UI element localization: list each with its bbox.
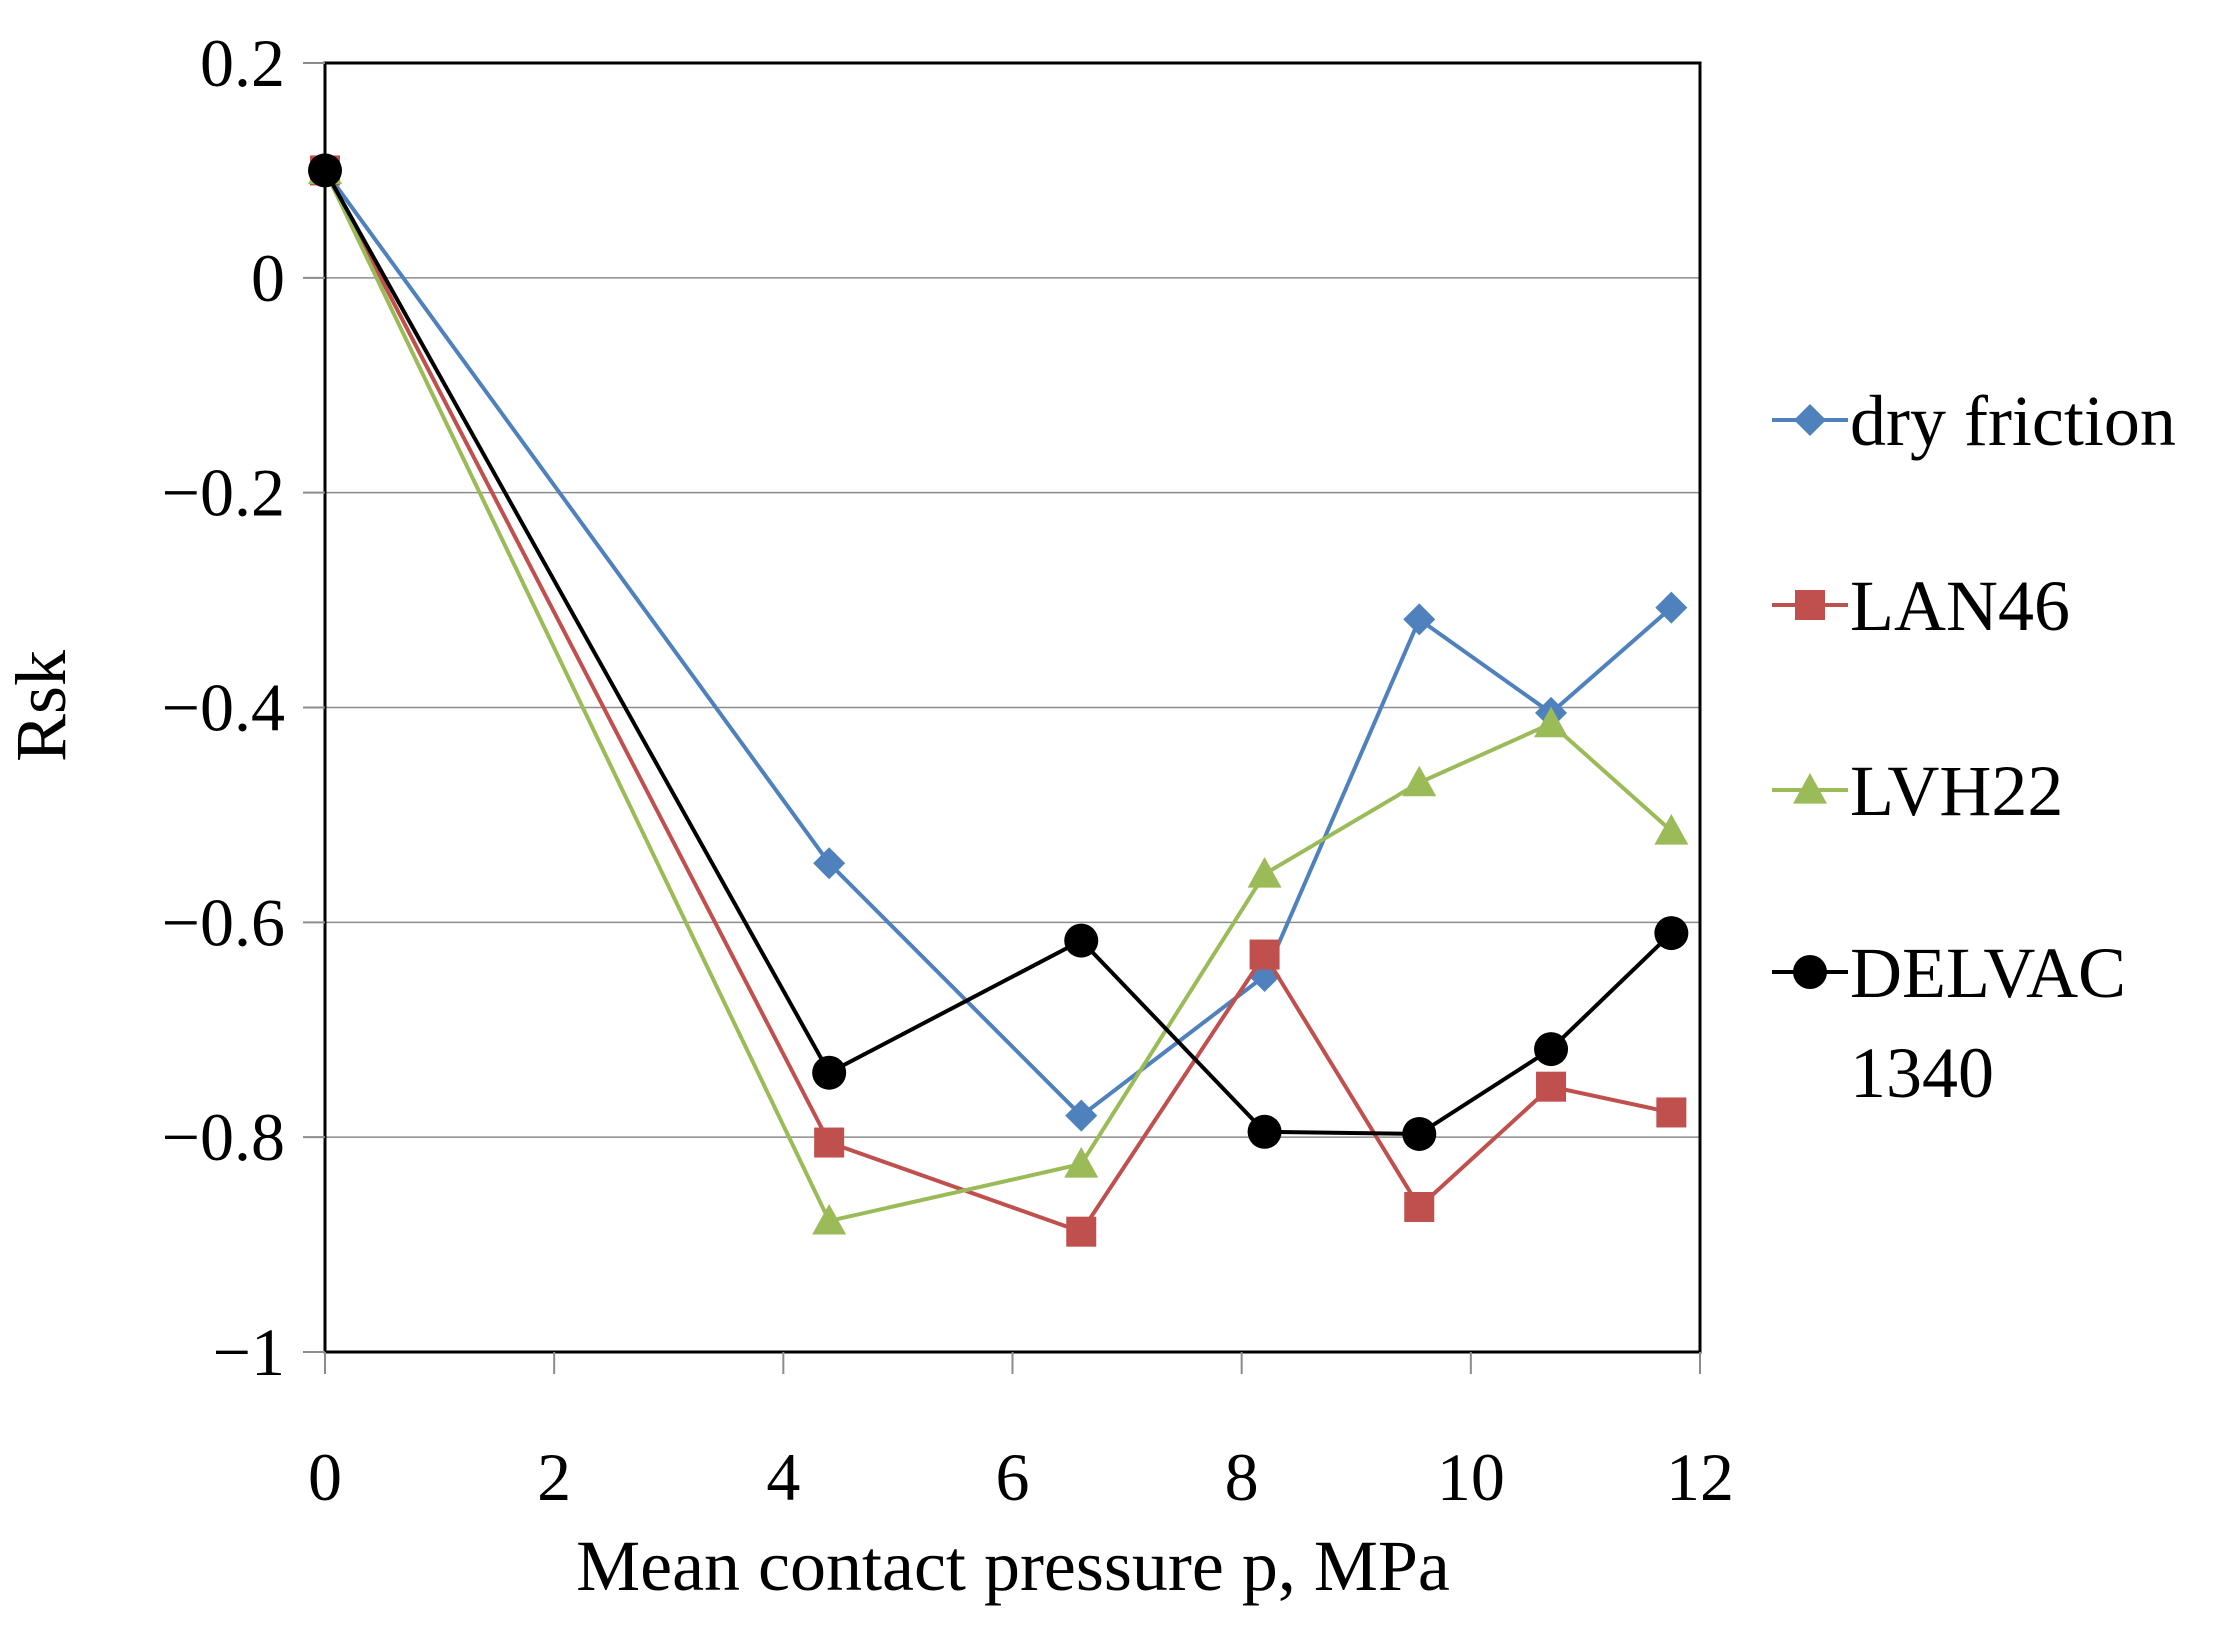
- x-tick-labels: 0 2 4 6 8 10 12: [308, 1439, 1734, 1515]
- gridlines: [325, 277, 1700, 1138]
- data-point-s3-p1: [812, 1055, 847, 1090]
- x-tick-label-5: 10: [1437, 1439, 1505, 1515]
- data-point-s3-p6: [1654, 916, 1689, 951]
- legend-entry-3: DELVAC 1340: [1772, 933, 2126, 1113]
- y-tick-label-2: −0.2: [162, 455, 285, 531]
- series-line-3: [323, 169, 1673, 1136]
- x-tick-label-1: 2: [537, 1439, 571, 1515]
- x-tick-label-2: 4: [766, 1439, 800, 1515]
- series-line-0: [323, 169, 1673, 1119]
- y-tick-label-6: −1: [213, 1314, 285, 1390]
- data-point-s1-p2: [1066, 1216, 1097, 1247]
- data-point-s2-p4: [1402, 765, 1437, 797]
- data-point-s1-p6: [1656, 1097, 1687, 1128]
- data-point-s2-p1: [812, 1203, 847, 1235]
- data-point-s0-p6: [1655, 591, 1688, 624]
- x-tick-label-4: 8: [1225, 1439, 1259, 1515]
- legend-marker-0: [1794, 404, 1826, 436]
- legend-label-3-line-0: DELVAC: [1850, 933, 2126, 1013]
- x-tick-label-6: 12: [1666, 1439, 1734, 1515]
- legend-entry-0: dry friction: [1772, 381, 2176, 461]
- data-point-s1-p1: [814, 1127, 845, 1158]
- data-point-s3-p0: [308, 153, 342, 188]
- data-point-s1-p3: [1249, 939, 1280, 970]
- data-point-s1-p5: [1536, 1071, 1567, 1102]
- data-point-s2-p2: [1064, 1147, 1099, 1178]
- legend: dry friction LAN46 LVH22 DELVAC 1340: [1772, 381, 2176, 1113]
- legend-marker-1: [1795, 590, 1825, 620]
- data-point-s0-p2: [1065, 1099, 1098, 1132]
- y-tick-label-0: 0.2: [200, 25, 285, 101]
- legend-label-2: LVH22: [1850, 751, 2063, 831]
- legend-label-1: LAN46: [1850, 566, 2070, 646]
- series-line-2: [323, 169, 1673, 1224]
- y-tick-labels: 0.2 0 −0.2 −0.4 −0.6 −0.8 −1: [162, 25, 285, 1390]
- series-triangle: [308, 153, 1689, 1235]
- data-point-s0-p4: [1403, 603, 1436, 636]
- data-point-s2-p6: [1654, 814, 1689, 845]
- y-tick-label-3: −0.4: [162, 670, 285, 746]
- y-tick-label-1: 0: [251, 240, 285, 316]
- legend-marker-3: [1793, 955, 1827, 989]
- data-point-s0-p1: [813, 847, 846, 880]
- data-point-s1-p4: [1404, 1191, 1435, 1222]
- legend-entry-1: LAN46: [1772, 566, 2070, 646]
- data-point-s3-p2: [1064, 923, 1099, 958]
- series-square: [310, 155, 1687, 1247]
- y-axis-title: Rsk: [1, 650, 81, 762]
- data-point-s2-p3: [1247, 856, 1282, 888]
- axes: [303, 61, 1702, 1374]
- y-tick-label-5: −0.8: [162, 1099, 285, 1175]
- data-point-s3-p3: [1247, 1114, 1282, 1149]
- x-tick-label-3: 6: [996, 1439, 1030, 1515]
- x-tick-label-0: 0: [308, 1439, 342, 1515]
- legend-entry-2: LVH22: [1772, 751, 2063, 831]
- legend-label-0: dry friction: [1850, 381, 2176, 461]
- y-tick-label-4: −0.6: [162, 884, 285, 960]
- legend-marker-2: [1793, 773, 1827, 804]
- data-point-s3-p5: [1534, 1032, 1569, 1067]
- data-series: [308, 153, 1689, 1247]
- legend-label-3-line-1: 1340: [1850, 1033, 1994, 1113]
- data-point-s3-p4: [1402, 1116, 1437, 1151]
- series-line-1: [323, 169, 1672, 1235]
- data-point-s2-p5: [1534, 706, 1569, 738]
- x-axis-title: Mean contact pressure p, MPa: [576, 1526, 1450, 1606]
- series-circle: [308, 153, 1689, 1151]
